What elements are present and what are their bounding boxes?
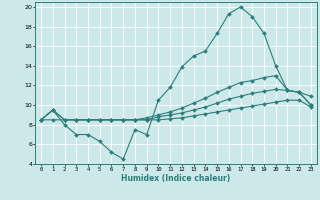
X-axis label: Humidex (Indice chaleur): Humidex (Indice chaleur): [121, 174, 231, 183]
